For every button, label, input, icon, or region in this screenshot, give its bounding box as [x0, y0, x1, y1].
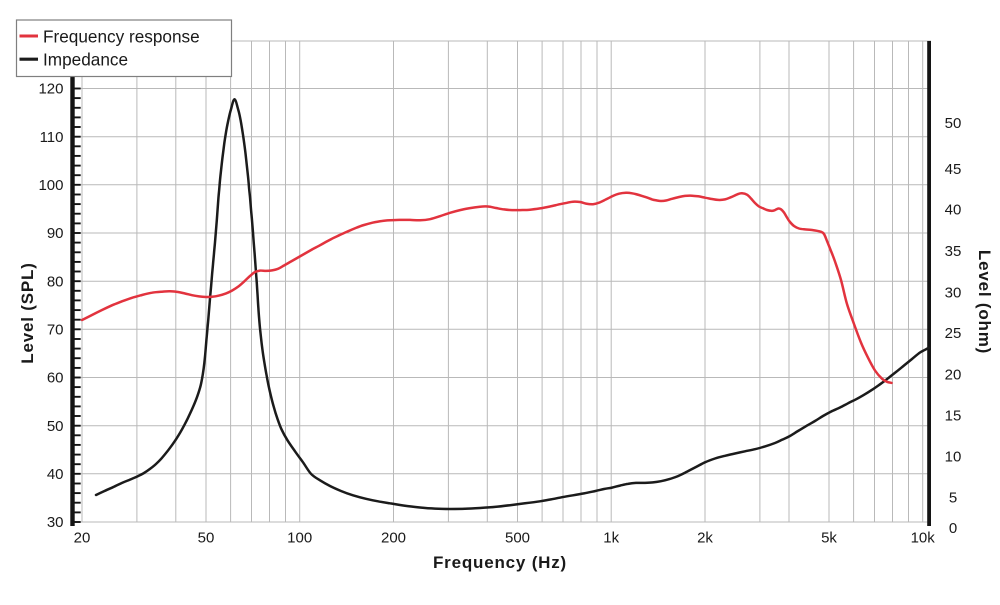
svg-text:15: 15 — [945, 408, 962, 425]
svg-text:10: 10 — [945, 449, 962, 466]
svg-text:45: 45 — [945, 161, 962, 178]
svg-text:80: 80 — [47, 273, 64, 290]
svg-text:70: 70 — [47, 322, 64, 339]
svg-text:100: 100 — [287, 530, 312, 547]
svg-text:25: 25 — [945, 325, 962, 342]
svg-text:35: 35 — [945, 243, 962, 260]
svg-text:Impedance: Impedance — [43, 50, 128, 70]
svg-text:20: 20 — [74, 530, 91, 547]
svg-text:40: 40 — [47, 466, 64, 483]
svg-text:10k: 10k — [911, 530, 936, 547]
svg-text:Level (SPL): Level (SPL) — [18, 262, 37, 363]
svg-text:40: 40 — [945, 201, 962, 218]
svg-text:120: 120 — [38, 81, 63, 98]
svg-text:Level (ohm): Level (ohm) — [975, 250, 994, 354]
svg-text:2k: 2k — [697, 530, 713, 547]
svg-text:50: 50 — [47, 418, 64, 435]
svg-text:100: 100 — [38, 177, 63, 194]
svg-text:50: 50 — [198, 530, 215, 547]
svg-text:60: 60 — [47, 370, 64, 387]
svg-text:Frequency response: Frequency response — [43, 27, 200, 47]
svg-text:50: 50 — [945, 115, 962, 132]
svg-text:90: 90 — [47, 225, 64, 242]
svg-text:30: 30 — [945, 284, 962, 301]
svg-text:110: 110 — [40, 129, 64, 146]
svg-text:0: 0 — [949, 520, 957, 537]
svg-text:1k: 1k — [603, 530, 619, 547]
svg-text:5k: 5k — [821, 530, 837, 547]
svg-text:5: 5 — [949, 489, 957, 506]
svg-text:20: 20 — [945, 366, 962, 383]
svg-text:200: 200 — [381, 530, 406, 547]
svg-text:Frequency (Hz): Frequency (Hz) — [433, 553, 567, 572]
svg-text:30: 30 — [47, 514, 64, 531]
svg-text:500: 500 — [505, 530, 530, 547]
